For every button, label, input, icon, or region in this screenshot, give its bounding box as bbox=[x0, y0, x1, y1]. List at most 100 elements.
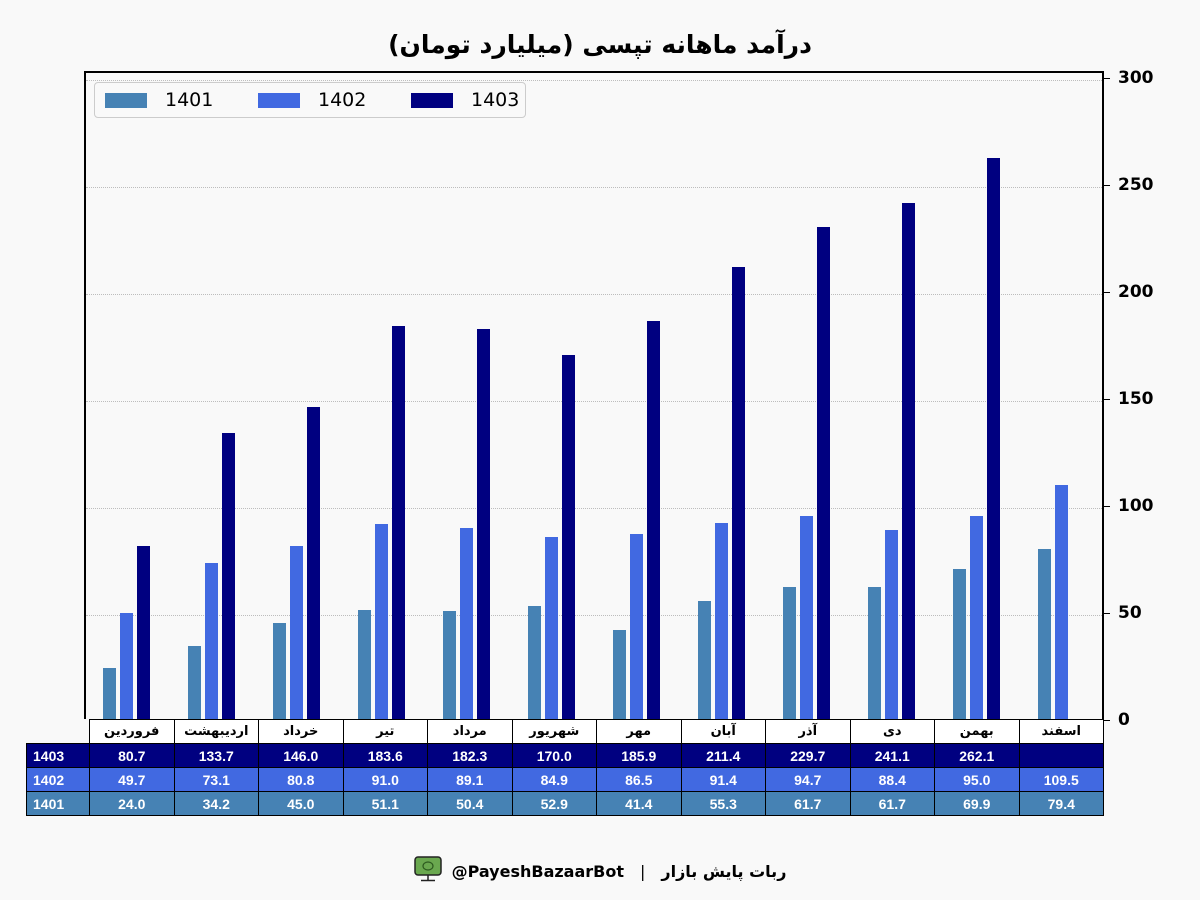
table-header-cell: مهر bbox=[596, 719, 682, 744]
legend-label: 1403 bbox=[471, 89, 520, 111]
bar-1401 bbox=[953, 569, 966, 719]
y-tick bbox=[1104, 292, 1110, 293]
bot-name: ربات پایش بازار bbox=[661, 861, 787, 881]
bar-1401 bbox=[273, 622, 286, 719]
bar-1402 bbox=[545, 537, 558, 719]
bar-1402 bbox=[375, 524, 388, 719]
bar-1402 bbox=[630, 533, 643, 719]
table-cell: 61.7 bbox=[765, 791, 851, 816]
separator: | bbox=[640, 861, 646, 881]
bar-1401 bbox=[1038, 549, 1051, 719]
table-header-cell: اردیبهشت bbox=[173, 719, 259, 744]
y-tick-label: 100 bbox=[1118, 496, 1154, 516]
table-cell: 91.4 bbox=[680, 767, 766, 792]
legend-swatch bbox=[105, 92, 147, 108]
table-cell: 89.1 bbox=[427, 767, 513, 792]
table-cell bbox=[1018, 743, 1104, 768]
table-cell: 182.3 bbox=[427, 743, 513, 768]
legend-label: 1401 bbox=[165, 89, 214, 111]
table-cell: 51.1 bbox=[342, 791, 428, 816]
table-row: 1403 80.7 133.7 146.0 183.6 182.3 170.0 185.9 21… bbox=[26, 743, 1104, 768]
table-header-cell: فروردین bbox=[89, 719, 175, 744]
legend-label: 1402 bbox=[318, 89, 367, 111]
row-label: 1401 bbox=[26, 791, 90, 816]
bar-1401 bbox=[188, 645, 201, 719]
y-tick bbox=[1104, 78, 1110, 79]
y-tick bbox=[1104, 399, 1110, 400]
bar-1401 bbox=[443, 611, 456, 719]
table-cell: 84.9 bbox=[511, 767, 597, 792]
table-cell: 61.7 bbox=[849, 791, 935, 816]
table-cell: 262.1 bbox=[934, 743, 1020, 768]
table-cell: 146.0 bbox=[258, 743, 344, 768]
bar-1403 bbox=[307, 406, 320, 719]
bar-1403 bbox=[647, 321, 660, 719]
table-header-cell: تیر bbox=[342, 719, 428, 744]
table-cell: 94.7 bbox=[765, 767, 851, 792]
legend-item-1403: 1403 bbox=[411, 89, 519, 111]
bar-1401 bbox=[613, 630, 626, 719]
bar-1403 bbox=[137, 546, 150, 719]
gridline bbox=[86, 187, 1102, 188]
chart-title: درآمد ماهانه تپسی (میلیارد تومان) bbox=[388, 30, 812, 59]
bar-1402 bbox=[205, 562, 218, 719]
table-cell: 80.7 bbox=[89, 743, 175, 768]
legend-item-1402: 1402 bbox=[258, 89, 366, 111]
bar-1402 bbox=[1055, 484, 1068, 719]
bar-1402 bbox=[460, 528, 473, 719]
table-header-cell: شهریور bbox=[511, 719, 597, 744]
table-cell: 185.9 bbox=[596, 743, 682, 768]
table-row: 1402 49.7 73.1 80.8 91.0 89.1 84.9 86.5 91.4 94.7… bbox=[26, 767, 1104, 792]
legend-swatch bbox=[258, 92, 300, 108]
table-cell: 229.7 bbox=[765, 743, 851, 768]
bar-1401 bbox=[783, 586, 796, 719]
bot-handle: @PayeshBazaarBot bbox=[451, 861, 624, 881]
table-cell: 45.0 bbox=[258, 791, 344, 816]
row-label: 1403 bbox=[26, 743, 90, 768]
table-cell: 211.4 bbox=[680, 743, 766, 768]
table-header-cell: آذر bbox=[765, 719, 851, 744]
gridline bbox=[86, 508, 1102, 509]
table-header-cell: مرداد bbox=[427, 719, 513, 744]
table-cell: 241.1 bbox=[849, 743, 935, 768]
y-tick bbox=[1104, 185, 1110, 186]
gridline bbox=[86, 80, 1102, 81]
table-cell: 183.6 bbox=[342, 743, 428, 768]
table-cell: 95.0 bbox=[934, 767, 1020, 792]
monitor-icon bbox=[413, 856, 442, 886]
bar-1401 bbox=[358, 609, 371, 719]
bar-1402 bbox=[885, 529, 898, 719]
bar-1403 bbox=[222, 432, 235, 719]
bar-1403 bbox=[817, 227, 830, 719]
bar-1401 bbox=[528, 605, 541, 719]
y-tick-label: 50 bbox=[1118, 603, 1142, 623]
bar-1403 bbox=[987, 158, 1000, 719]
table-cell: 170.0 bbox=[511, 743, 597, 768]
plot-area bbox=[84, 71, 1104, 719]
bar-1401 bbox=[698, 600, 711, 719]
y-tick-label: 300 bbox=[1118, 68, 1154, 88]
table-cell: 49.7 bbox=[89, 767, 175, 792]
table-cell: 133.7 bbox=[173, 743, 259, 768]
table-cell: 91.0 bbox=[342, 767, 428, 792]
y-tick bbox=[1104, 720, 1110, 721]
gridline bbox=[86, 401, 1102, 402]
bar-1401 bbox=[868, 586, 881, 719]
row-label: 1402 bbox=[26, 767, 90, 792]
table-cell: 52.9 bbox=[511, 791, 597, 816]
table-cell: 79.4 bbox=[1018, 791, 1104, 816]
legend-swatch bbox=[411, 92, 453, 108]
bar-1403 bbox=[902, 203, 915, 719]
bar-1402 bbox=[715, 523, 728, 719]
bar-1403 bbox=[562, 355, 575, 719]
table-cell: 41.4 bbox=[596, 791, 682, 816]
table-cell: 109.5 bbox=[1018, 767, 1104, 792]
table-header-cell: خرداد bbox=[258, 719, 344, 744]
table-cell: 88.4 bbox=[849, 767, 935, 792]
bar-1403 bbox=[732, 266, 745, 719]
legend-item-1401: 1401 bbox=[105, 89, 213, 111]
table-cell: 69.9 bbox=[934, 791, 1020, 816]
bar-1402 bbox=[970, 515, 983, 719]
data-table: فروردین اردیبهشت خرداد تیر مرداد شهریور مهر آبا… bbox=[26, 719, 1104, 816]
gridline bbox=[86, 294, 1102, 295]
